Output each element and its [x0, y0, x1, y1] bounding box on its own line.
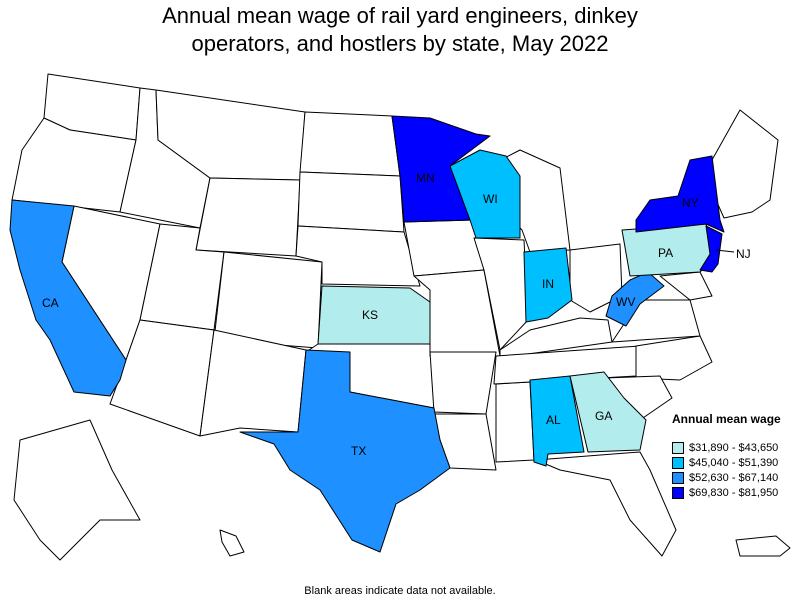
label-wv: WV	[616, 295, 635, 309]
state-ne[interactable]	[295, 225, 421, 287]
state-ks[interactable]	[317, 285, 431, 345]
state-in[interactable]	[523, 247, 573, 323]
label-wi: WI	[483, 192, 498, 206]
state-ny[interactable]	[635, 155, 725, 233]
state-pr[interactable]	[735, 535, 791, 557]
label-in: IN	[542, 277, 554, 291]
label-ny: NY	[682, 196, 699, 210]
legend-swatch	[672, 486, 684, 499]
state-az[interactable]	[109, 319, 215, 437]
map-title: Annual mean wage of rail yard engineers,…	[0, 2, 800, 58]
state-ca[interactable]	[9, 199, 127, 397]
legend-swatch	[672, 456, 684, 469]
label-tx: TX	[351, 444, 366, 458]
label-pa: PA	[658, 246, 673, 260]
legend-item-1: $45,040 - $51,390	[672, 455, 781, 470]
label-ga: GA	[595, 409, 612, 423]
label-al: AL	[546, 413, 561, 427]
title-line-2: operators, and hostlers by state, May 20…	[191, 31, 609, 56]
state-ar[interactable]	[429, 351, 497, 415]
legend-swatch	[672, 441, 684, 454]
state-nj[interactable]	[699, 225, 723, 273]
label-ca: CA	[42, 296, 59, 310]
state-il[interactable]	[473, 237, 529, 351]
state-tx[interactable]	[239, 349, 451, 553]
footnote: Blank areas indicate data not available.	[304, 585, 496, 597]
state-sd[interactable]	[297, 171, 405, 233]
state-wi[interactable]	[449, 149, 521, 239]
legend-label: $52,630 - $67,140	[689, 471, 779, 484]
label-mn: MN	[416, 171, 435, 185]
legend-swatch	[672, 471, 684, 484]
state-fl[interactable]	[535, 451, 677, 557]
title-line-1: Annual mean wage of rail yard engineers,…	[162, 3, 638, 28]
state-ak[interactable]	[13, 419, 141, 561]
state-ia[interactable]	[403, 219, 485, 277]
label-ks: KS	[362, 308, 378, 322]
state-ga[interactable]	[569, 371, 647, 453]
state-md-de[interactable]	[659, 271, 713, 301]
legend-label: $69,830 - $81,950	[689, 486, 779, 499]
legend-item-0: $31,890 - $43,650	[672, 440, 781, 455]
legend-item-3: $69,830 - $81,950	[672, 485, 781, 500]
legend-title: Annual mean wage	[672, 412, 781, 426]
state-nm[interactable]	[199, 329, 307, 437]
state-ms[interactable]	[495, 381, 535, 463]
state-ne-states[interactable]	[711, 109, 779, 219]
state-nc[interactable]	[635, 335, 713, 381]
nj-leader-line	[715, 249, 735, 253]
label-nj: NJ	[736, 247, 751, 261]
state-wy[interactable]	[195, 177, 301, 257]
legend-label: $45,040 - $51,390	[689, 456, 779, 469]
legend-label: $31,890 - $43,650	[689, 441, 779, 454]
state-hi[interactable]	[219, 529, 245, 557]
legend-item-2: $52,630 - $67,140	[672, 470, 781, 485]
state-nd[interactable]	[299, 111, 401, 177]
legend: Annual mean wage $31,890 - $43,650 $45,0…	[672, 412, 781, 500]
